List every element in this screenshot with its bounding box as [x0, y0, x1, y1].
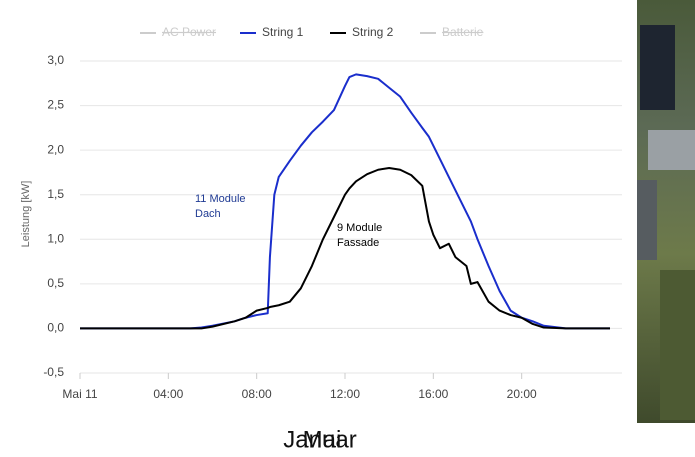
x-tick-label: 04:00 [153, 387, 183, 401]
x-tick-label: 08:00 [242, 387, 272, 401]
annotation: 11 Module [195, 193, 246, 205]
x-tick-label: 20:00 [507, 387, 537, 401]
overlay-label: Mai [303, 426, 342, 453]
y-tick-label: -0,5 [43, 365, 64, 379]
y-tick-label: 0,0 [47, 321, 64, 335]
x-tick-label: 12:00 [330, 387, 360, 401]
legend-label[interactable]: Batterie [442, 25, 484, 39]
photo [637, 0, 695, 423]
y-tick-label: 1,5 [47, 187, 64, 201]
overlay-label: Januar [283, 426, 356, 453]
legend-label[interactable]: String 1 [262, 25, 304, 39]
annotation: Dach [195, 208, 221, 220]
y-tick-label: 2,0 [47, 142, 64, 156]
y-tick-label: 3,0 [47, 53, 64, 67]
series-line [80, 166, 610, 330]
y-tick-label: 2,5 [47, 98, 64, 112]
legend-label[interactable]: String 2 [352, 25, 394, 39]
x-tick-label: Mai 11 [62, 387, 97, 401]
annotation: 9 Module [337, 222, 382, 234]
y-tick-label: 1,0 [47, 231, 64, 245]
series-line [80, 73, 610, 330]
legend-label[interactable]: AC Power [162, 25, 216, 39]
y-tick-label: 0,5 [47, 276, 64, 290]
x-tick-label: 16:00 [418, 387, 448, 401]
y-axis-label: Leistung [kW] [20, 181, 32, 248]
annotation: Fassade [337, 237, 379, 249]
